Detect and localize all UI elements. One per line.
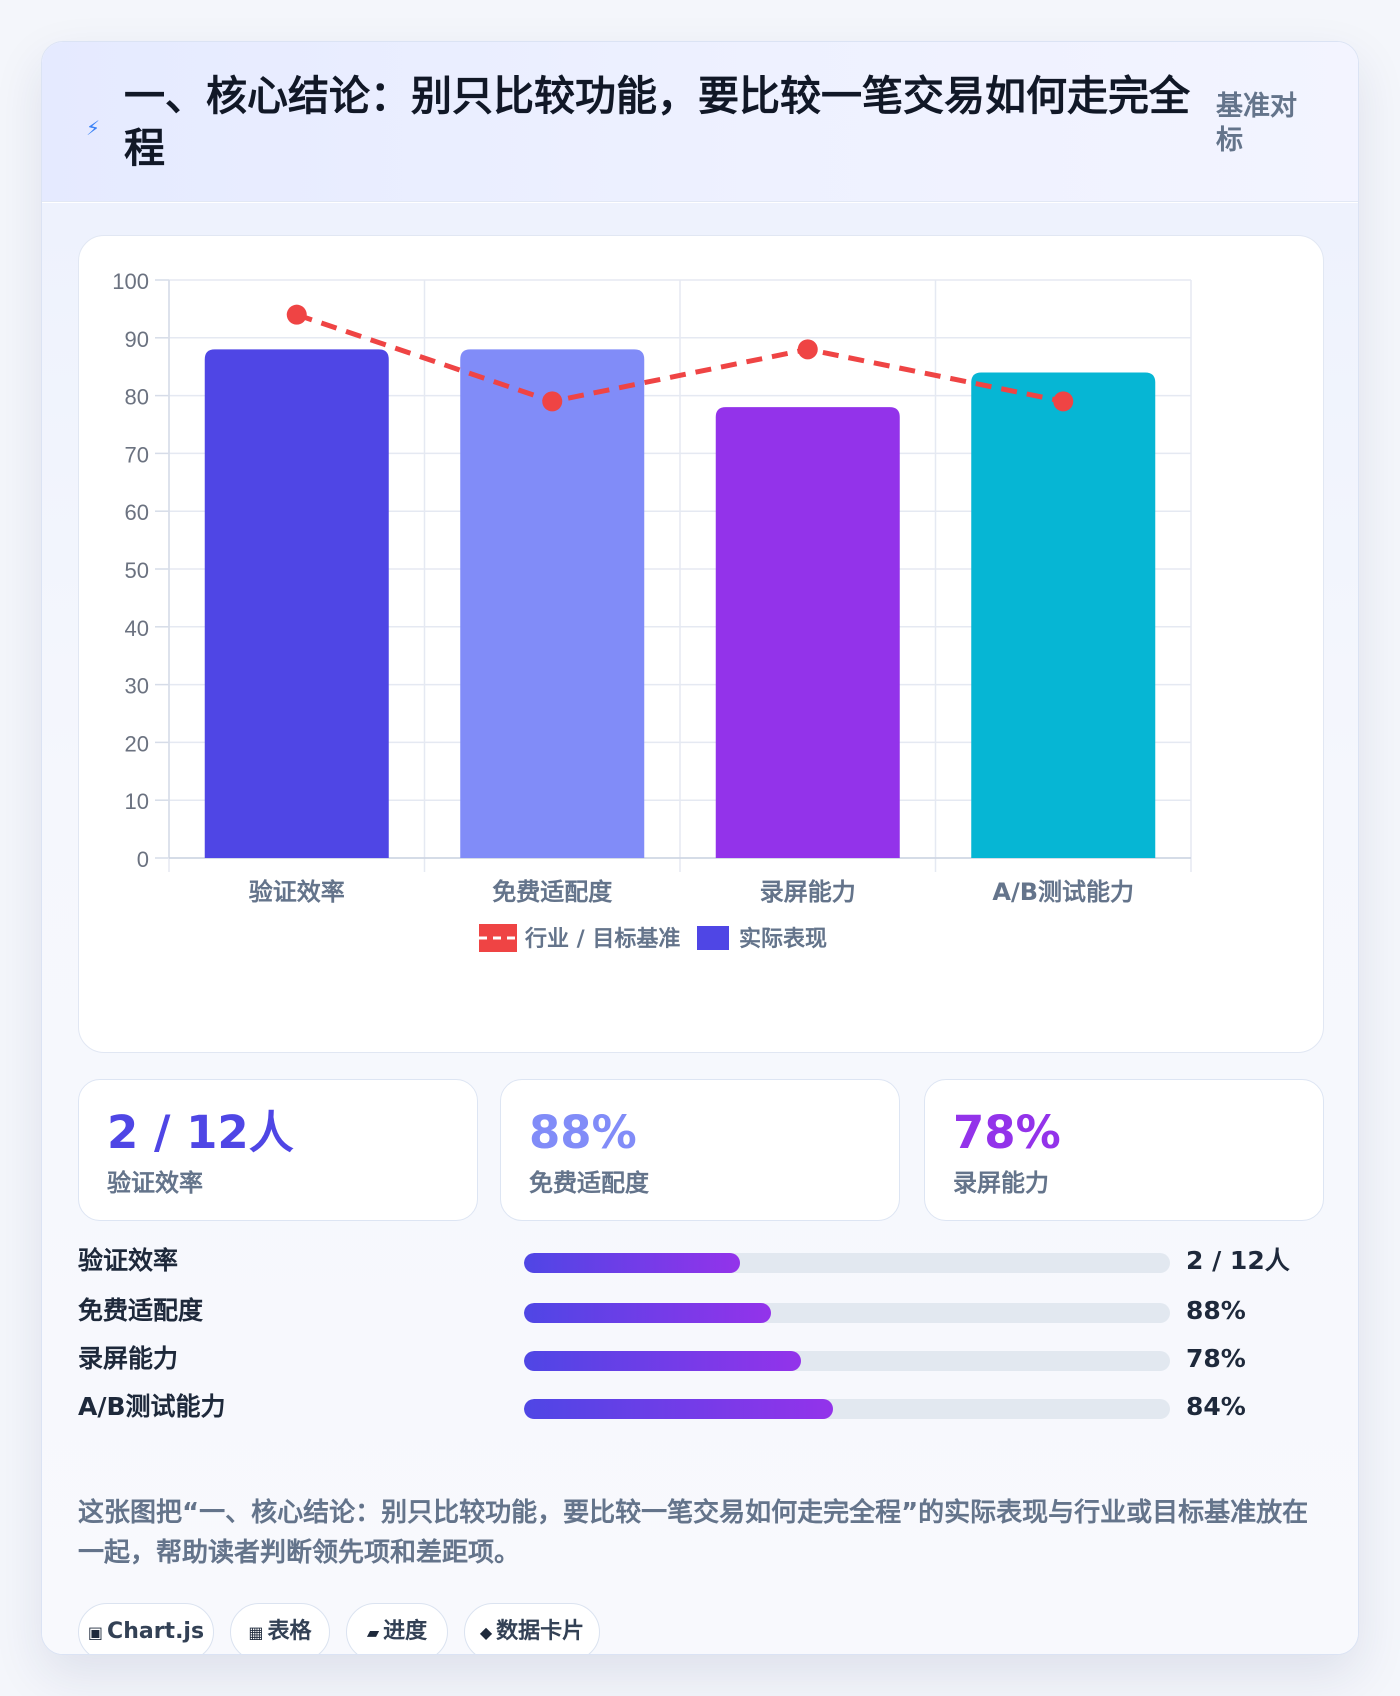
legend-swatch-actual <box>697 926 729 950</box>
progress-value: 88% <box>1186 1296 1246 1325</box>
data-card-icon: ◆ <box>479 1623 493 1642</box>
y-tick-label: 60 <box>125 500 149 525</box>
tag-list: ▣ Chart.js ▦ 表格 ▰ 进度 ◆ 数据卡片 <box>78 1603 1324 1654</box>
progress-track <box>524 1303 1170 1323</box>
stat-card: 2 / 12人 验证效率 <box>78 1079 478 1221</box>
x-tick-label: 免费适配度 <box>492 878 613 906</box>
x-tick-label: 录屏能力 <box>760 878 856 906</box>
table-icon: ▦ <box>248 1623 264 1642</box>
y-tick-label: 90 <box>125 327 149 352</box>
stat-cards: 2 / 12人 验证效率 88% 免费适配度 78% 录屏能力 <box>78 1079 1324 1221</box>
stat-value: 88% <box>529 1106 637 1159</box>
chart-container: 0 10 20 30 40 50 60 70 80 90 100 验证效率 免费适配度 录屏能力 A/B测试… <box>78 235 1324 1053</box>
progress-label: 免费适配度 <box>78 1296 204 1325</box>
stat-label: 验证效率 <box>107 1169 203 1197</box>
bar <box>204 349 389 858</box>
y-tick-label: 10 <box>125 789 149 814</box>
benchmark-point <box>797 339 818 360</box>
y-tick-label: 50 <box>125 558 149 583</box>
tag-table[interactable]: ▦ 表格 <box>230 1603 330 1654</box>
stat-label: 录屏能力 <box>953 1169 1049 1197</box>
progress-value: 2 / 12人 <box>1186 1246 1290 1275</box>
stat-label: 免费适配度 <box>529 1169 649 1197</box>
benchmark-point <box>286 304 307 325</box>
stat-card: 88% 免费适配度 <box>500 1079 900 1221</box>
stat-value: 78% <box>953 1106 1061 1159</box>
y-tick-label: 40 <box>125 616 149 641</box>
progress-list: 验证效率 2 / 12人 免费适配度 88% 录屏能力 78% A/B测试能力 … <box>78 1243 1324 1453</box>
benchmark-line <box>295 312 1064 404</box>
benchmark-point <box>542 391 563 412</box>
tag-label: Chart.js <box>107 1619 205 1644</box>
progress-fill <box>524 1399 833 1419</box>
legend-label-actual: 实际表现 <box>739 926 827 952</box>
x-tick-label: 验证效率 <box>249 878 345 906</box>
progress-row: A/B测试能力 84% <box>78 1389 1324 1429</box>
tag-label: 数据卡片 <box>496 1619 585 1644</box>
progress-track <box>524 1253 1170 1273</box>
benchmark-point <box>1053 391 1074 412</box>
progress-label: A/B测试能力 <box>78 1392 226 1421</box>
x-tick-label: A/B测试能力 <box>992 878 1134 906</box>
progress-track <box>524 1351 1170 1371</box>
y-tick-label: 70 <box>125 442 149 467</box>
progress-label: 验证效率 <box>78 1246 179 1275</box>
progress-row: 免费适配度 88% <box>78 1293 1324 1333</box>
progress-icon: ▰ <box>366 1623 380 1642</box>
tag-data-card[interactable]: ◆ 数据卡片 <box>464 1603 600 1654</box>
lightning-icon: ⚡ <box>86 116 101 140</box>
progress-label: 录屏能力 <box>78 1344 179 1373</box>
progress-value: 78% <box>1186 1344 1246 1373</box>
tag-progress[interactable]: ▰ 进度 <box>346 1603 448 1654</box>
progress-fill <box>524 1303 771 1323</box>
y-tick-label: 80 <box>125 385 149 410</box>
benchmark-card: ⚡ 一、核心结论：别只比较功能，要比较一笔交易如何走完全程 基准对标 0 10 20… <box>41 41 1359 1655</box>
tag-chartjs[interactable]: ▣ Chart.js <box>78 1603 214 1654</box>
y-tick-label: 30 <box>125 674 149 699</box>
benchmark-badge: 基准对标 <box>1216 91 1297 156</box>
progress-track <box>524 1399 1170 1419</box>
progress-row: 录屏能力 78% <box>78 1341 1324 1381</box>
stat-card: 78% 录屏能力 <box>924 1079 1324 1221</box>
bar <box>460 349 645 858</box>
tag-label: 表格 <box>267 1619 312 1644</box>
page-title: 一、核心结论：别只比较功能，要比较一笔交易如何走完全程 <box>124 72 1190 172</box>
stat-value: 2 / 12人 <box>107 1106 294 1159</box>
bar <box>715 407 900 858</box>
y-tick-label: 20 <box>125 731 149 756</box>
y-tick-label: 100 <box>112 269 149 294</box>
y-tick-label: 0 <box>137 847 149 872</box>
progress-fill <box>524 1253 741 1273</box>
tag-label: 进度 <box>383 1619 428 1644</box>
progress-fill <box>524 1351 802 1371</box>
card-header: ⚡ 一、核心结论：别只比较功能，要比较一笔交易如何走完全程 基准对标 <box>42 42 1358 202</box>
progress-row: 验证效率 2 / 12人 <box>78 1243 1324 1283</box>
card-content: 0 10 20 30 40 50 60 70 80 90 100 验证效率 免费适配度 录屏能力 A/B测试… <box>42 203 1358 1654</box>
bar <box>971 372 1156 858</box>
legend-label-benchmark: 行业 / 目标基准 <box>524 926 680 952</box>
benchmark-chart: 0 10 20 30 40 50 60 70 80 90 100 验证效率 免费适配度 录屏能力 A/B测试… <box>112 269 1192 952</box>
chart-description: 这张图把“一、核心结论：别只比较功能，要比较一笔交易如何走完全程”的实际表现与行… <box>78 1498 1309 1568</box>
progress-value: 84% <box>1186 1392 1246 1421</box>
chart-icon: ▣ <box>87 1623 104 1642</box>
